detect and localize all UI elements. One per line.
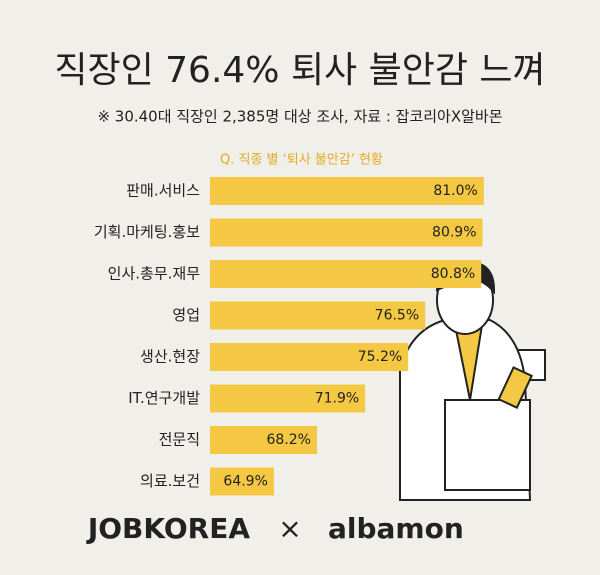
bar [210,301,426,330]
category-label: 의료.보건 [140,472,200,490]
category-label: 전문직 [159,431,200,449]
bar [210,426,317,454]
value-label: 80.8% [431,266,475,282]
category-label: 영업 [172,306,200,324]
brand-jobkorea: JOBKOREA [86,512,250,545]
category-label: 생산.현장 [140,348,200,366]
bar [210,384,366,413]
category-label: 판매.서비스 [126,182,200,200]
chart-question: Q. 직종 별 ‘퇴사 불안감’ 현황 [220,153,383,168]
brand-separator: × [278,512,301,545]
category-label: 기획.마케팅.홍보 [94,223,200,241]
bar [210,218,483,247]
chart-title: 직장인 76.4% 퇴사 불안감 느껴 [54,50,545,91]
box [444,399,531,491]
category-label: IT.연구개발 [128,389,200,407]
item [497,366,533,409]
bar [210,177,484,205]
chart-subtitle: ※ 30.40대 직장인 2,385명 대상 조사, 자료 : 잡코리아X알바몬 [97,108,502,126]
value-label: 80.9% [432,225,476,241]
value-label: 76.5% [375,308,419,324]
bar [210,467,274,496]
value-label: 64.9% [223,474,267,490]
bar [210,260,482,288]
bar [210,343,409,371]
value-label: 75.2% [358,349,402,365]
value-label: 81.0% [433,183,477,199]
value-label: 68.2% [266,432,310,448]
brand-albamon: albamon [328,512,464,545]
value-label: 71.9% [315,391,359,407]
category-label: 인사.총무.재무 [108,265,201,283]
